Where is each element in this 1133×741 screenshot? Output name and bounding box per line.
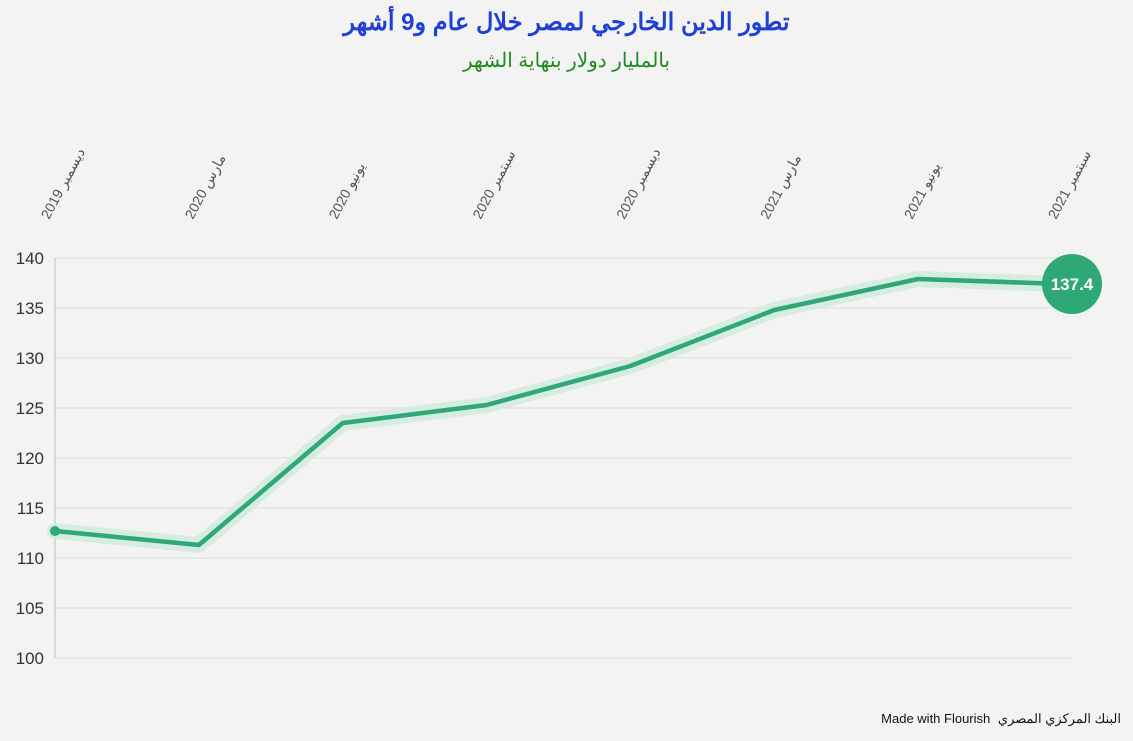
x-tick-label: ديسمبر 2019 (38, 145, 89, 222)
y-tick-label: 140 (16, 249, 44, 268)
x-tick-label: يونيو 2021 (901, 159, 945, 221)
x-tick-label: مارس 2020 (181, 151, 229, 221)
gridlines (54, 257, 1072, 659)
y-tick-label: 130 (16, 349, 44, 368)
y-tick-label: 120 (16, 449, 44, 468)
y-tick-label: 125 (16, 399, 44, 418)
x-tick-label: مارس 2021 (757, 151, 805, 221)
x-tick-label: ديسمبر 2020 (613, 145, 664, 222)
y-tick-label: 135 (16, 299, 44, 318)
y-axis-ticks: 100 105 110 115 120 125 130 135 140 (16, 249, 44, 668)
flourish-credit-link[interactable]: Made with Flourish (881, 711, 991, 726)
start-point-marker (50, 526, 60, 536)
y-tick-label: 105 (16, 599, 44, 618)
x-tick-label: يونيو 2020 (325, 159, 369, 221)
series-line (52, 276, 1065, 548)
end-value-bubble (1042, 254, 1102, 314)
chart-title: تطور الدين الخارجي لمصر خلال عام و9 أشهر (343, 9, 790, 36)
x-tick-label: سبتمبر 2021 (1045, 147, 1095, 221)
chart-subtitle: بالمليار دولار بنهاية الشهر (463, 50, 670, 72)
x-tick-label: سبتمبر 2020 (469, 147, 519, 221)
y-tick-label: 100 (16, 649, 44, 668)
y-tick-label: 110 (17, 549, 44, 568)
end-value-label: 137.4 (1051, 275, 1094, 294)
series-debt: 137.4 (47, 254, 1102, 553)
series-halo (47, 271, 1070, 553)
x-axis-ticks: ديسمبر 2019 مارس 2020 يونيو 2020 سبتمبر 202… (38, 145, 1095, 222)
footer: Made with Flourish البنك المركزي المصري (881, 711, 1121, 727)
data-source: البنك المركزي المصري (997, 711, 1121, 726)
y-tick-label: 115 (17, 499, 44, 518)
